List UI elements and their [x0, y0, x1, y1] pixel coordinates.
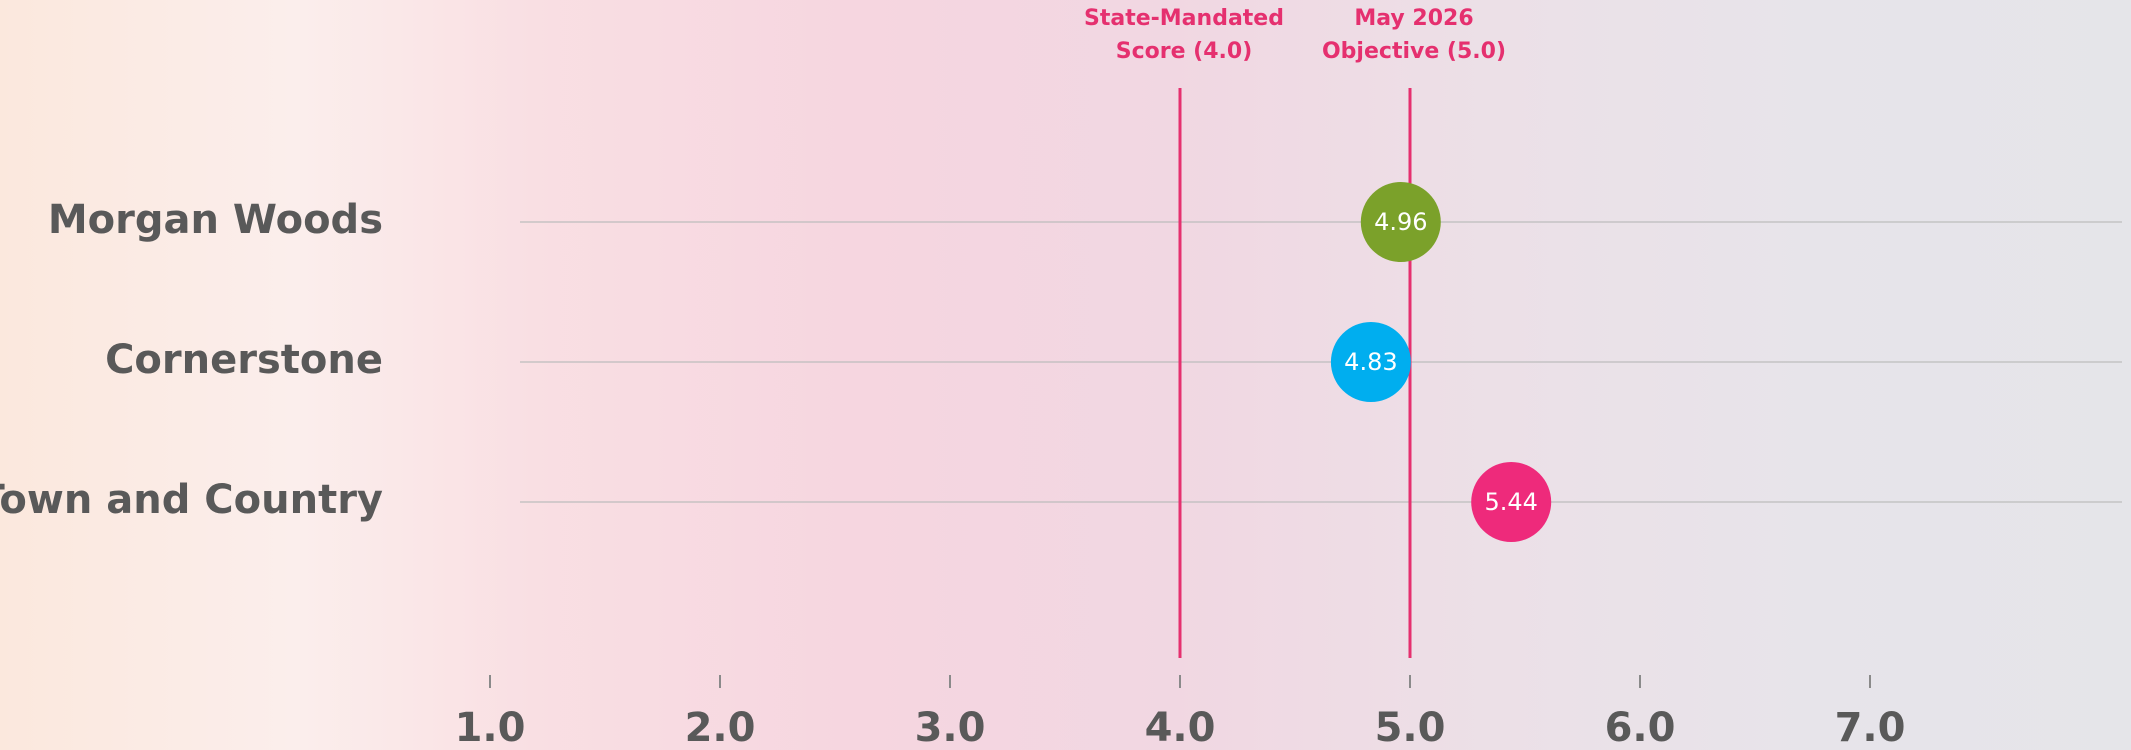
dot	[1471, 462, 1552, 542]
dot	[1360, 182, 1441, 262]
x-tick-label: 7.0	[1835, 705, 1906, 750]
x-tick-label: 5.0	[1375, 705, 1446, 750]
category-label: Morgan Woods	[48, 197, 383, 243]
x-tick-label: 6.0	[1605, 705, 1676, 750]
data-label: 4.96	[1374, 208, 1427, 236]
category-label: Town and Country	[0, 477, 383, 523]
x-tick-label: 4.0	[1145, 705, 1216, 750]
x-tick-label: 3.0	[915, 705, 986, 750]
category-label: Cornerstone	[105, 337, 383, 383]
data-label: 4.83	[1344, 348, 1397, 376]
x-tick-label: 2.0	[685, 705, 756, 750]
reference-label: State-Mandated	[1084, 6, 1284, 31]
x-tick-label: 1.0	[455, 705, 526, 750]
data-label: 5.44	[1484, 488, 1537, 516]
reference-label: May 2026	[1354, 6, 1473, 31]
reference-label: Score (4.0)	[1116, 39, 1253, 64]
dot	[1330, 322, 1411, 402]
reference-label: Objective (5.0)	[1322, 39, 1506, 64]
